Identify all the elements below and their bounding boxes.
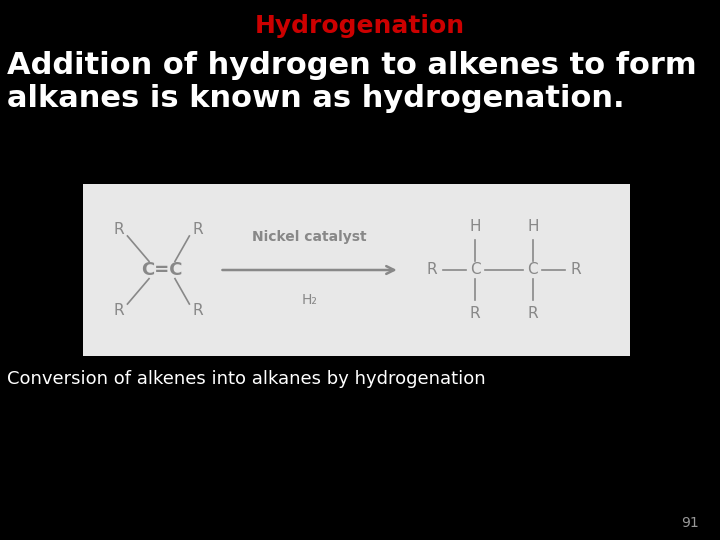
Text: R: R [114,303,124,318]
Text: 91: 91 [680,516,698,530]
Text: H₂: H₂ [302,293,318,307]
Text: Nickel catalyst: Nickel catalyst [252,230,367,244]
Text: H: H [527,219,539,234]
Text: R: R [114,222,124,237]
Text: C: C [470,262,480,278]
Text: R: R [193,303,203,318]
Text: R: R [193,222,203,237]
Text: C=C: C=C [141,261,183,279]
Text: Addition of hydrogen to alkenes to form: Addition of hydrogen to alkenes to form [7,51,697,80]
Bar [83,184,630,356]
Text: Conversion of alkenes into alkanes by hydrogenation: Conversion of alkenes into alkanes by hy… [7,370,486,388]
Text: R: R [571,262,581,278]
Text: C: C [528,262,538,278]
Text: Hydrogenation: Hydrogenation [255,14,465,37]
Text: R: R [470,306,480,321]
Text: R: R [427,262,437,278]
Text: H: H [469,219,481,234]
Text: alkanes is known as hydrogenation.: alkanes is known as hydrogenation. [7,84,625,113]
Text: R: R [528,306,538,321]
